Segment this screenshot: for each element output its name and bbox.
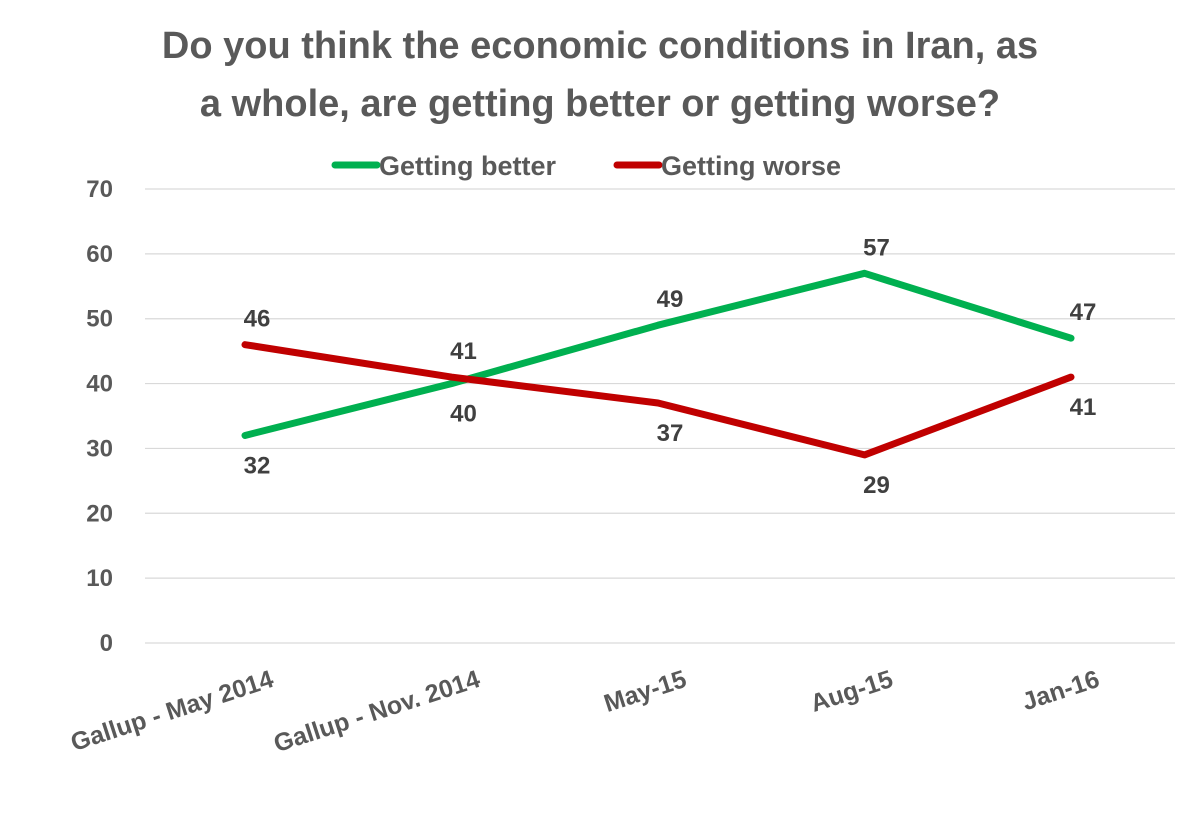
y-tick-label-70: 70 xyxy=(86,176,113,203)
x-tick-label-jan-16: Jan-16 xyxy=(1019,665,1103,716)
y-tick-label-20: 20 xyxy=(86,500,113,527)
data-label-getting-worse-aug-15: 29 xyxy=(863,472,890,499)
chart-title-line-2: a whole, are getting better or getting w… xyxy=(200,83,1000,125)
y-tick-label-30: 30 xyxy=(86,435,113,462)
data-label-getting-better-aug-15: 57 xyxy=(863,234,890,261)
x-tick-label-may-15: May-15 xyxy=(601,665,690,718)
data-label-getting-better-jan-16: 47 xyxy=(1070,299,1097,326)
data-labels: 32 40 49 57 47 46 41 37 29 41 xyxy=(244,234,1097,499)
x-tick-label-gallup-nov-2014: Gallup - Nov. 2014 xyxy=(270,665,483,758)
legend-label-getting-worse: Getting worse xyxy=(661,151,841,181)
x-tick-label-gallup-may-2014: Gallup - May 2014 xyxy=(67,665,277,757)
gridlines xyxy=(145,188,1175,644)
y-tick-label-40: 40 xyxy=(86,371,113,398)
chart-title-line-1: Do you think the economic conditions in … xyxy=(162,25,1038,67)
data-label-getting-worse-jan-16: 41 xyxy=(1070,394,1097,421)
series-lines xyxy=(241,269,1075,459)
series-line-getting-worse xyxy=(241,341,1075,459)
data-label-getting-worse-gallup-may-2014: 46 xyxy=(244,306,271,333)
data-label-getting-better-may-15: 49 xyxy=(657,286,684,313)
y-tick-label-50: 50 xyxy=(86,306,113,333)
data-label-getting-better-gallup-nov-2014: 40 xyxy=(450,401,477,428)
data-label-getting-better-gallup-may-2014: 32 xyxy=(244,452,271,479)
legend-label-getting-better: Getting better xyxy=(379,151,556,181)
chart-title: Do you think the economic conditions in … xyxy=(162,25,1038,125)
data-label-getting-worse-gallup-nov-2014: 41 xyxy=(450,338,477,365)
y-tick-label-10: 10 xyxy=(86,565,113,592)
x-tick-label-aug-15: Aug-15 xyxy=(807,665,896,718)
y-tick-label-60: 60 xyxy=(86,241,113,268)
y-axis-ticks: 0 10 20 30 40 50 60 70 xyxy=(86,176,113,657)
data-label-getting-worse-may-15: 37 xyxy=(657,420,684,447)
y-tick-label-0: 0 xyxy=(100,630,113,657)
legend: Getting better Getting worse xyxy=(331,151,841,181)
series-line-getting-better xyxy=(241,269,1075,439)
